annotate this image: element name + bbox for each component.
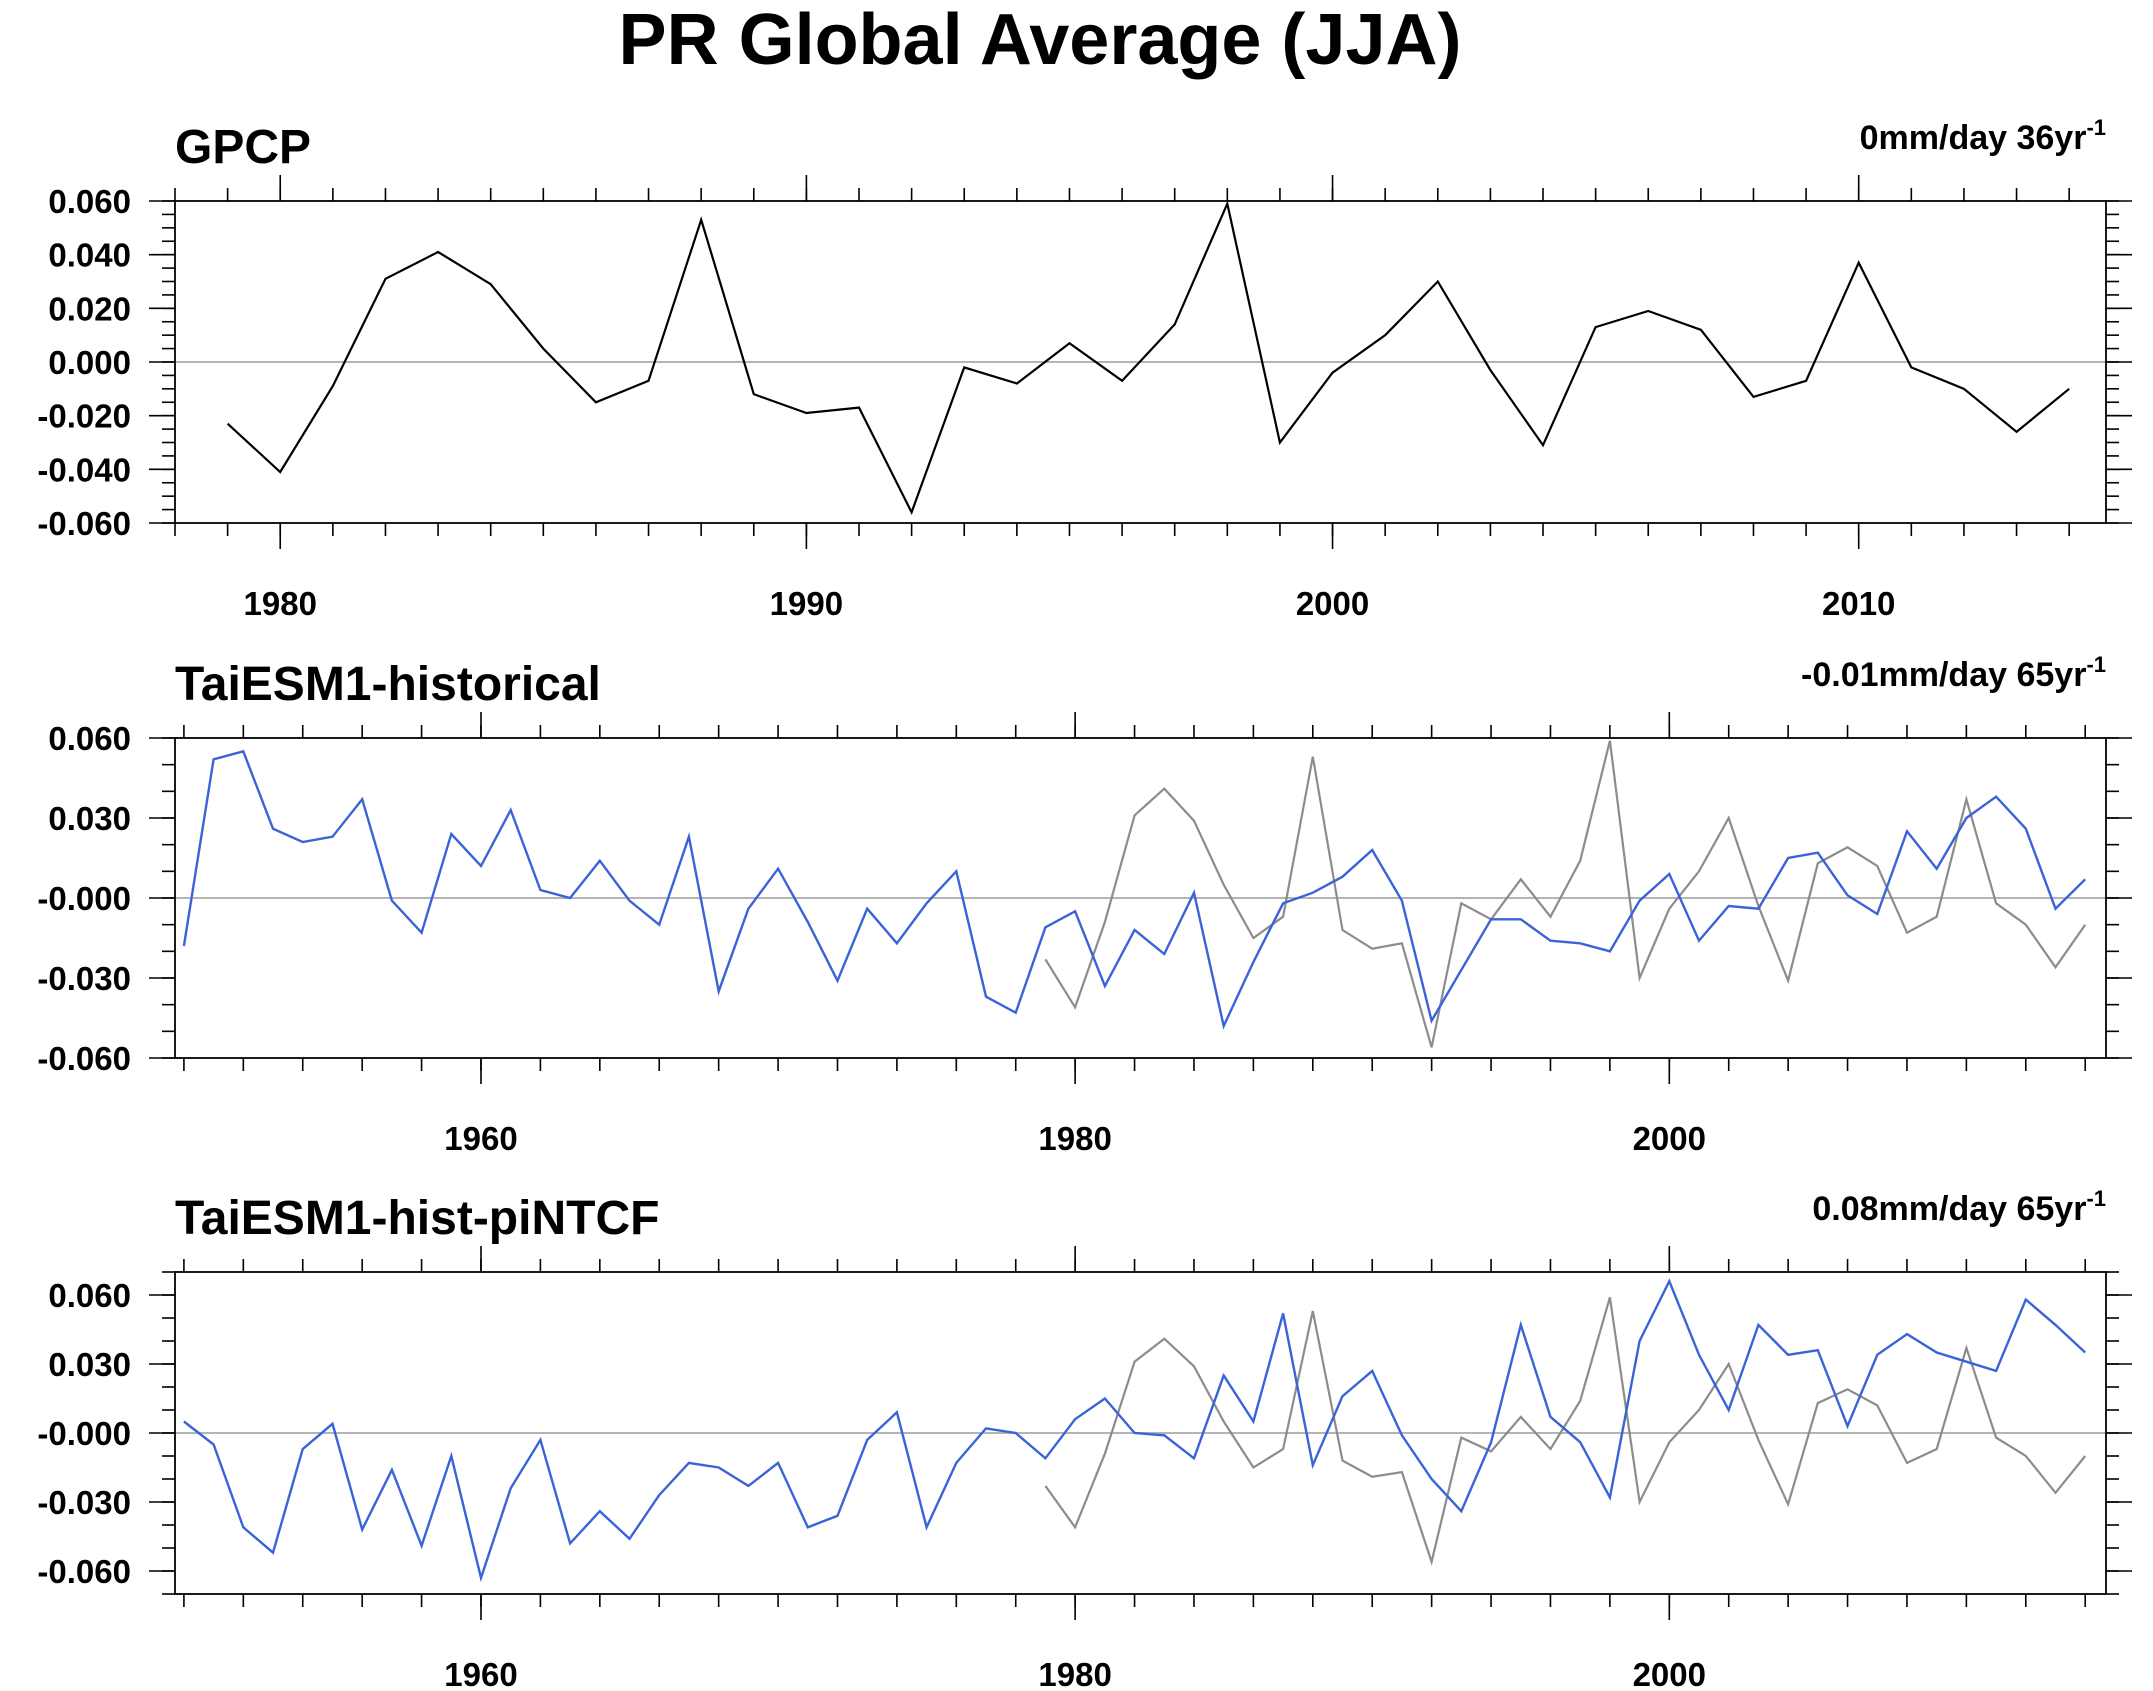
main-title: PR Global Average (JJA) [619, 0, 1462, 80]
trend-exponent: -1 [2086, 115, 2106, 140]
x-tick-label: 2010 [1822, 585, 1895, 622]
trend-exponent: -1 [2086, 1186, 2106, 1211]
trend-value: -0.01mm/day 65yr [1801, 656, 2086, 694]
series-line-model [182, 749, 2087, 1030]
series-line-obs-overlay [1044, 1296, 2087, 1566]
panel-title: TaiESM1-historical [175, 658, 601, 711]
plot-frame [174, 200, 2107, 524]
x-tick-label: 1960 [444, 1656, 517, 1691]
series-line-obs [226, 200, 2070, 516]
plot-frame [174, 1271, 2107, 1595]
panels: GPCP 0mm/day 36yr-10.0600.0400.0200.000-0… [37, 115, 2132, 1691]
plot-frame [174, 737, 2107, 1059]
y-tick-label: 0.060 [48, 183, 131, 220]
y-tick-label: 0.060 [48, 1277, 131, 1314]
x-tick-label: 2000 [1633, 1656, 1706, 1691]
y-tick-label: -0.040 [37, 451, 131, 488]
y-tick-label: 0.000 [48, 344, 131, 381]
y-tick-label: -0.000 [37, 880, 131, 917]
panel-title: TaiESM1-hist-piNTCF [175, 1192, 659, 1245]
x-tick-label: 1980 [1038, 1656, 1111, 1691]
y-tick-label: 0.030 [48, 1346, 131, 1383]
y-tick-label: 0.030 [48, 800, 131, 837]
y-tick-label: 0.020 [48, 290, 131, 327]
y-tick-label: -0.020 [37, 398, 131, 435]
panel-2: TaiESM1-historical -0.01mm/day 65yr-1 0.06… [37, 652, 2132, 1157]
trend-value: 0mm/day 36yr [1860, 119, 2087, 157]
x-tick-label: 1990 [770, 585, 843, 622]
trend-exponent: -1 [2086, 652, 2106, 677]
x-tick-label: 1980 [244, 585, 317, 622]
trend-annotation: 0mm/day 36yr-1 [1860, 115, 2106, 157]
trend-annotation: 0.08mm/day 65yr-1 [1812, 1186, 2106, 1228]
y-tick-label: 0.060 [48, 720, 131, 757]
series-line-model [183, 1278, 2087, 1583]
x-tick-label: 1980 [1038, 1120, 1111, 1157]
panel-1: GPCP 0mm/day 36yr-1 0.060 0.040 0.020 0.000 -0… [37, 115, 2132, 622]
panel-3: TaiESM1-hist-piNTCF 0.08mm/day 65yr-1 0.06… [37, 1186, 2132, 1691]
y-tick-label: -0.060 [37, 1553, 131, 1590]
panel-title: GPCP [175, 121, 311, 174]
x-tick-label: 1960 [444, 1120, 517, 1157]
y-tick-label: -0.060 [37, 1040, 131, 1077]
y-tick-label: 0.040 [48, 237, 131, 274]
trend-annotation: -0.01mm/day 65yr-1 [1801, 652, 2106, 694]
y-tick-label: -0.030 [37, 960, 131, 997]
series-line-obs-overlay [1044, 740, 2087, 1048]
y-tick-label: -0.060 [37, 505, 131, 542]
y-tick-label: -0.030 [37, 1484, 131, 1521]
x-tick-label: 2000 [1633, 1120, 1706, 1157]
trend-value: 0.08mm/day 65yr [1812, 1190, 2086, 1228]
x-tick-label: 2000 [1296, 585, 1369, 622]
y-tick-label: -0.000 [37, 1415, 131, 1452]
